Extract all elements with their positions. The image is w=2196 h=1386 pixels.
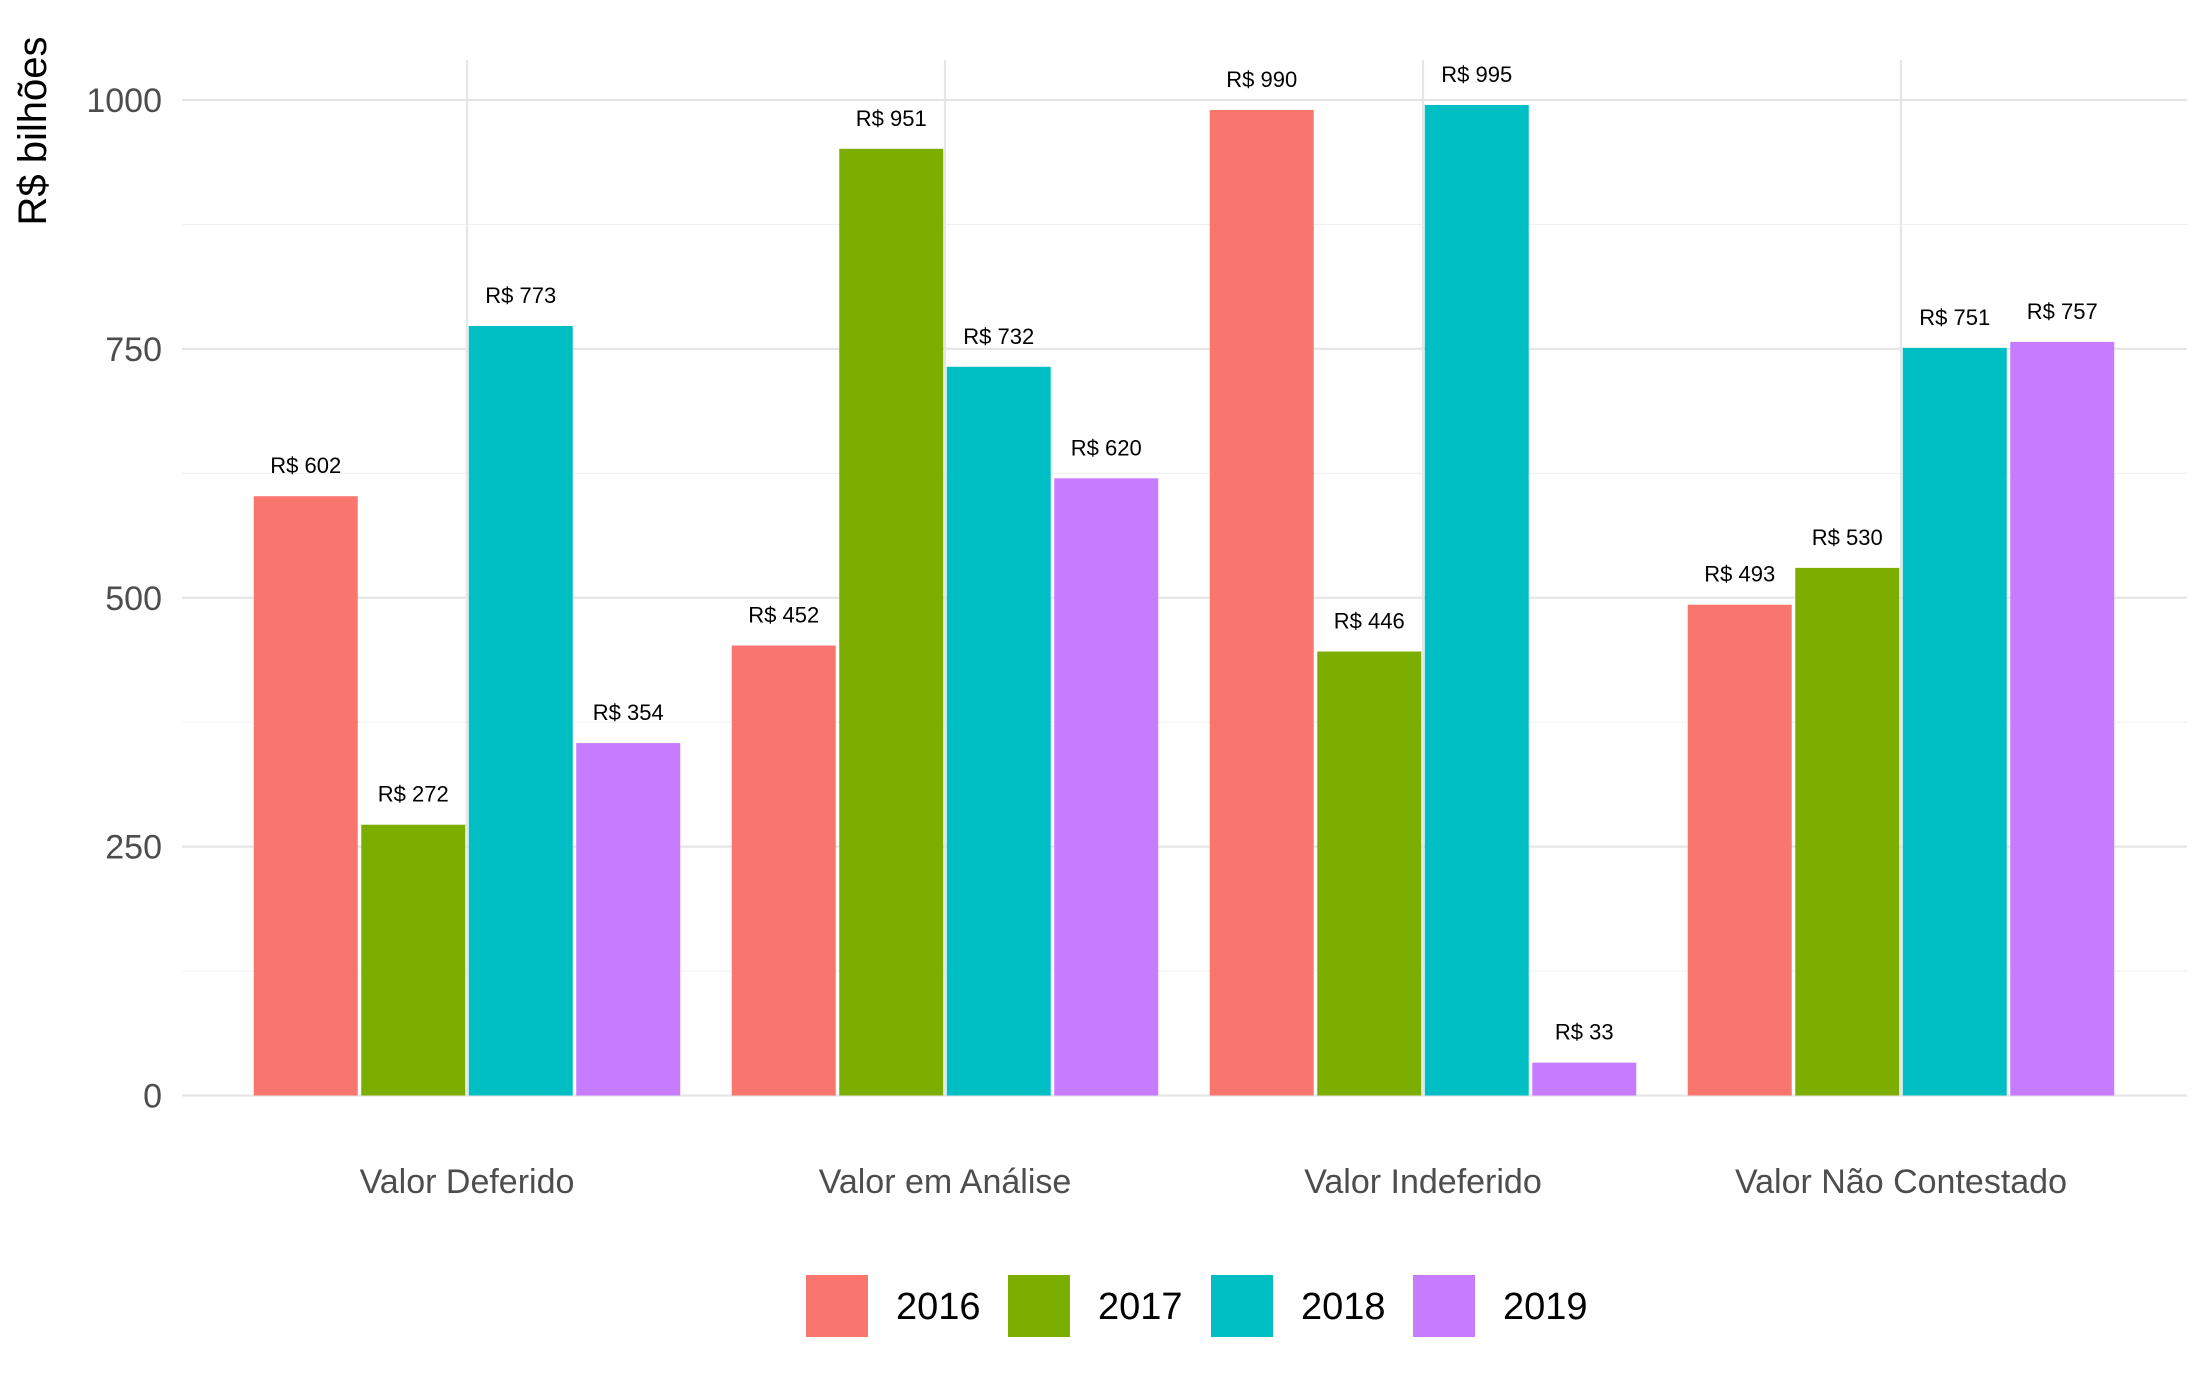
legend-swatch-2016 [806, 1275, 868, 1337]
legend-swatch-2017 [1008, 1275, 1070, 1337]
bar-2018-0 [468, 325, 573, 1096]
data-label: R$ 446 [1334, 609, 1405, 634]
bar-2019-2 [1532, 1062, 1637, 1096]
bar-2018-3 [1902, 347, 2007, 1096]
y-tick-label: 750 [105, 331, 162, 369]
data-label: R$ 602 [270, 453, 341, 478]
data-label: R$ 620 [1071, 435, 1142, 460]
legend-label-2016: 2016 [896, 1286, 981, 1328]
legend-label-2018: 2018 [1301, 1286, 1386, 1328]
x-category-label: Valor Não Contestado [1735, 1163, 2067, 1201]
y-axis-title: R$ bilhões [11, 36, 55, 225]
data-label: R$ 751 [1919, 305, 1990, 330]
bar-2019-3 [2010, 341, 2115, 1096]
bar-2016-3 [1687, 604, 1792, 1096]
bar-2016-0 [253, 496, 358, 1096]
data-label: R$ 493 [1704, 562, 1775, 587]
legend-swatch-2018 [1211, 1275, 1273, 1337]
x-category-label: Valor Deferido [360, 1163, 575, 1201]
data-label: R$ 951 [856, 106, 927, 131]
bar-2017-1 [839, 148, 944, 1096]
data-label: R$ 773 [485, 283, 556, 308]
data-label: R$ 530 [1812, 525, 1883, 550]
data-labels: R$ 602 R$ 452 R$ 990 R$ 493 R$ 272 R$ 951 R$ 4… [270, 62, 2097, 1045]
bars [253, 104, 2115, 1096]
data-label: R$ 33 [1555, 1020, 1614, 1045]
axes: 0 250 500 750 1000 Valor Deferido Valor em Aná… [86, 82, 2067, 1201]
data-label: R$ 354 [593, 700, 664, 725]
legend-swatch-2019 [1413, 1275, 1475, 1337]
bar-2017-0 [361, 824, 466, 1096]
data-label: R$ 732 [963, 324, 1034, 349]
data-label: R$ 757 [2027, 299, 2098, 324]
legend: 2016 2017 2018 2019 [806, 1275, 1588, 1337]
bar-2017-2 [1317, 651, 1422, 1096]
bar-2019-0 [576, 743, 681, 1096]
y-tick-label: 0 [143, 1078, 162, 1116]
y-tick-label: 1000 [86, 82, 162, 120]
bar-2016-1 [731, 645, 836, 1096]
legend-label-2019: 2019 [1503, 1286, 1588, 1328]
data-label: R$ 995 [1441, 62, 1512, 87]
bar-2018-2 [1424, 104, 1529, 1096]
data-label: R$ 272 [378, 782, 449, 807]
bar-2019-1 [1054, 478, 1159, 1096]
data-label: R$ 990 [1226, 67, 1297, 92]
data-label: R$ 452 [748, 603, 819, 628]
y-tick-label: 250 [105, 829, 162, 867]
bar-2016-2 [1209, 109, 1314, 1096]
bar-2018-1 [946, 366, 1051, 1096]
x-category-label: Valor Indeferido [1304, 1163, 1542, 1201]
legend-label-2017: 2017 [1098, 1286, 1183, 1328]
bar-2017-3 [1795, 567, 1900, 1096]
y-tick-label: 500 [105, 580, 162, 618]
x-category-label: Valor em Análise [819, 1163, 1072, 1201]
